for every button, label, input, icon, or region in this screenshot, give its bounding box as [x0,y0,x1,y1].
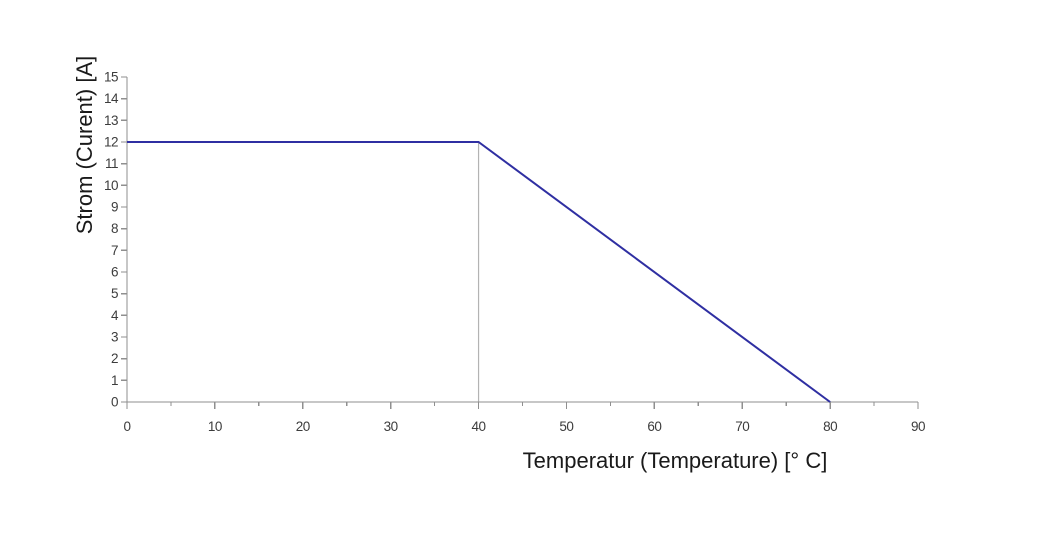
y-axis-tick-label: 10 [104,178,118,193]
y-axis-tick-label: 1 [111,373,118,388]
x-axis-tick-label: 0 [123,419,130,434]
y-axis-tick-label: 5 [111,286,118,301]
x-axis-tick-label: 30 [384,419,398,434]
y-axis-tick-label: 12 [104,135,118,150]
y-axis-tick-label: 0 [111,395,118,410]
x-axis-tick-label: 10 [208,419,222,434]
y-axis-tick-label: 7 [111,243,118,258]
x-axis-title: Temperatur (Temperature) [° C] [522,448,828,473]
y-axis-title: Strom (Curent) [A] [72,55,97,235]
x-axis-tick-label: 20 [296,419,310,434]
y-axis-tick-label: 15 [104,70,118,85]
x-axis-tick-label: 50 [559,419,573,434]
y-axis-tick-label: 2 [111,351,118,366]
y-axis-tick-label: 6 [111,265,118,280]
x-axis-tick-label: 80 [823,419,837,434]
x-axis-tick-label: 60 [647,419,661,434]
y-axis-tick-label: 3 [111,330,118,345]
y-axis-tick-label: 4 [111,308,119,323]
y-axis-tick-label: 9 [111,200,118,215]
y-axis-tick-label: 11 [105,156,118,171]
series-derating-curve [127,141,831,403]
y-axis-tick-label: 8 [111,221,118,236]
y-axis-tick-label: 13 [104,113,118,128]
x-axis-tick-label: 90 [911,419,925,434]
y-axis-tick-label: 14 [104,91,119,106]
x-axis-tick-label: 70 [735,419,749,434]
x-axis-tick-label: 40 [472,419,486,434]
